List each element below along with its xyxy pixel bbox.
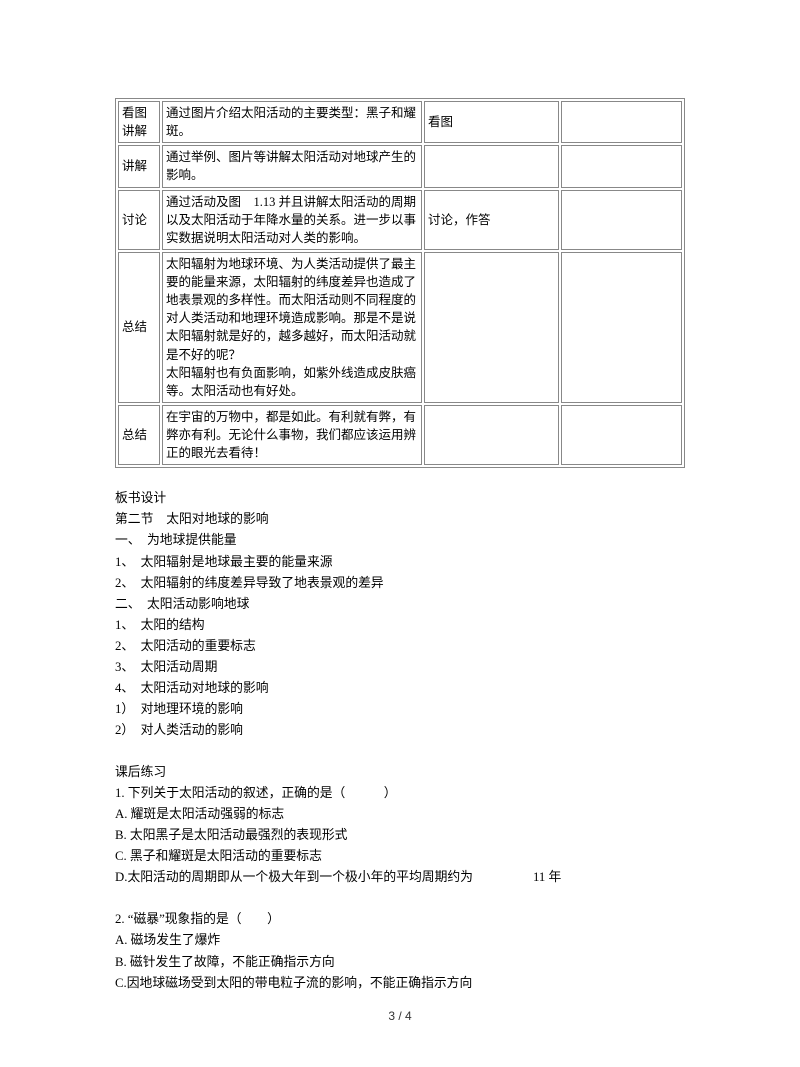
table-row: 总结 太阳辐射为地球环境、为人类活动提供了最主要的能量来源，太阳辐射的纬度差异也… — [118, 252, 682, 403]
outline-item: 2、 太阳活动的重要标志 — [115, 636, 685, 657]
option: A. 耀斑是太阳活动强弱的标志 — [115, 804, 685, 825]
board-design: 板书设计 第二节 太阳对地球的影响 一、 为地球提供能量 1、 太阳辐射是地球最… — [115, 488, 685, 741]
cell-note — [561, 252, 682, 403]
cell-note — [561, 190, 682, 250]
cell-label: 看图讲解 — [118, 101, 160, 143]
cell-content: 通过举例、图片等讲解太阳活动对地球产生的影响。 — [162, 145, 422, 187]
exercises: 课后练习 1. 下列关于太阳活动的叙述，正确的是（ ） A. 耀斑是太阳活动强弱… — [115, 762, 685, 994]
table-row: 总结 在宇宙的万物中，都是如此。有利就有弊，有弊亦有利。无论什么事物，我们都应该… — [118, 405, 682, 465]
option: B. 太阳黑子是太阳活动最强烈的表现形式 — [115, 825, 685, 846]
outline-item: 2、 太阳辐射的纬度差异导致了地表景观的差异 — [115, 573, 685, 594]
option: D.太阳活动的周期即从一个极大年到一个极小年的平均周期约为 11 年 — [115, 867, 685, 888]
outline-item: 4、 太阳活动对地球的影响 — [115, 678, 685, 699]
cell-label: 总结 — [118, 252, 160, 403]
option-suffix: 11 年 — [533, 870, 561, 884]
option: B. 磁针发生了故障，不能正确指示方向 — [115, 952, 685, 973]
outline-subitem: 2） 对人类活动的影响 — [115, 720, 685, 741]
section-head: 二、 太阳活动影响地球 — [115, 594, 685, 615]
option: A. 磁场发生了爆炸 — [115, 930, 685, 951]
page-number: 3 / 4 — [0, 1007, 800, 1025]
board-title: 板书设计 — [115, 488, 685, 509]
cell-activity: 讨论，作答 — [424, 190, 559, 250]
outline-item: 1、 太阳的结构 — [115, 615, 685, 636]
cell-note — [561, 145, 682, 187]
table-row: 讲解 通过举例、图片等讲解太阳活动对地球产生的影响。 — [118, 145, 682, 187]
cell-content: 在宇宙的万物中，都是如此。有利就有弊，有弊亦有利。无论什么事物，我们都应该运用辨… — [162, 405, 422, 465]
outline-item: 1、 太阳辐射是地球最主要的能量来源 — [115, 552, 685, 573]
outline-item: 3、 太阳活动周期 — [115, 657, 685, 678]
option: C.因地球磁场受到太阳的带电粒子流的影响，不能正确指示方向 — [115, 973, 685, 994]
cell-activity — [424, 252, 559, 403]
cell-note — [561, 405, 682, 465]
cell-label: 讨论 — [118, 190, 160, 250]
exercise-title: 课后练习 — [115, 762, 685, 783]
cell-activity — [424, 405, 559, 465]
cell-content: 通过活动及图 1.13 并且讲解太阳活动的周期以及太阳活动于年降水量的关系。进一… — [162, 190, 422, 250]
cell-activity: 看图 — [424, 101, 559, 143]
cell-activity — [424, 145, 559, 187]
question: 2. “磁暴”现象指的是（ ） — [115, 909, 685, 930]
cell-label: 讲解 — [118, 145, 160, 187]
table-row: 讨论 通过活动及图 1.13 并且讲解太阳活动的周期以及太阳活动于年降水量的关系… — [118, 190, 682, 250]
cell-content: 太阳辐射为地球环境、为人类活动提供了最主要的能量来源，太阳辐射的纬度差异也造成了… — [162, 252, 422, 403]
cell-note — [561, 101, 682, 143]
board-subtitle: 第二节 太阳对地球的影响 — [115, 509, 685, 530]
section-head: 一、 为地球提供能量 — [115, 530, 685, 551]
option-prefix: D.太阳活动的周期即从一个极大年到一个极小年的平均周期约为 — [115, 870, 473, 884]
lesson-table: 看图讲解 通过图片介绍太阳活动的主要类型：黑子和耀斑。 看图 讲解 通过举例、图… — [115, 98, 685, 468]
cell-content: 通过图片介绍太阳活动的主要类型：黑子和耀斑。 — [162, 101, 422, 143]
outline-subitem: 1） 对地理环境的影响 — [115, 699, 685, 720]
cell-label: 总结 — [118, 405, 160, 465]
question: 1. 下列关于太阳活动的叙述，正确的是（ ） — [115, 783, 685, 804]
option: C. 黑子和耀斑是太阳活动的重要标志 — [115, 846, 685, 867]
table-row: 看图讲解 通过图片介绍太阳活动的主要类型：黑子和耀斑。 看图 — [118, 101, 682, 143]
